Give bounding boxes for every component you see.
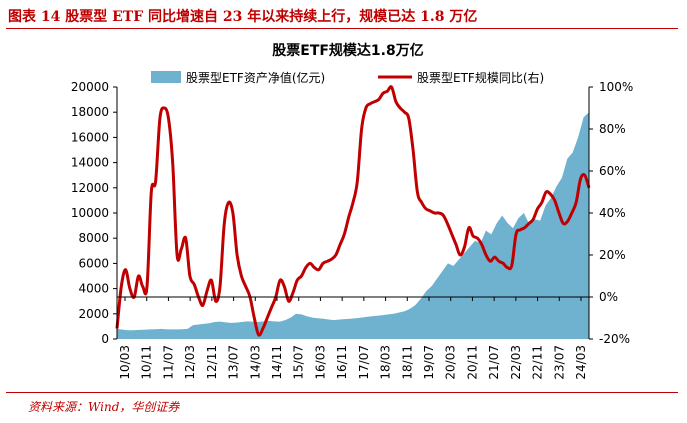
title-divider <box>6 28 678 29</box>
x-tick-label: 20/03 <box>444 345 458 380</box>
y-tick-label: 18000 <box>71 105 109 119</box>
chart-title: 股票ETF规模达1.8万亿 <box>272 42 423 59</box>
y-tick-label: 20000 <box>71 80 109 94</box>
y-tick-label: 2000 <box>78 307 109 321</box>
y-tick-label: 10000 <box>71 206 109 220</box>
x-tick-label: 16/03 <box>313 345 327 380</box>
x-tick-label: 21/07 <box>487 345 501 380</box>
x-tick-label: 10/03 <box>118 345 132 380</box>
line-series-yoy <box>115 85 591 337</box>
x-tick-label: 14/03 <box>248 345 262 380</box>
y2-tick-label: 20% <box>599 248 626 262</box>
legend: 股票型ETF资产净值(亿元) 股票型ETF规模同比(右) <box>151 70 544 85</box>
x-tick-label: 18/11 <box>400 345 414 380</box>
y-tick-label: 16000 <box>71 130 109 144</box>
area-series <box>117 112 589 339</box>
legend-swatch-area <box>151 71 181 83</box>
x-tick-label: 20/11 <box>465 345 479 380</box>
x-tick-label: 22/03 <box>509 345 523 380</box>
y2-tick-label: -20% <box>599 332 630 346</box>
y2-tick-label: 100% <box>599 80 633 94</box>
x-tick-label: 24/03 <box>574 345 588 380</box>
x-tick-label: 18/03 <box>379 345 393 380</box>
y2-tick-label: 40% <box>599 206 626 220</box>
x-tick-label: 10/11 <box>140 345 154 380</box>
y-tick-label: 8000 <box>78 231 109 245</box>
y-tick-label: 0 <box>101 332 109 346</box>
y-tick-label: 12000 <box>71 181 109 195</box>
x-tick-label: 13/07 <box>227 345 241 380</box>
x-tick-label: 17/07 <box>357 345 371 380</box>
legend-label-line: 股票型ETF规模同比(右) <box>417 70 544 85</box>
x-tick-label: 22/11 <box>531 345 545 380</box>
x-axis-ticks: 10/03 10/11 11/07 12/03 12/11 13/07 14/03 14/11… <box>118 297 588 380</box>
line-series <box>115 85 591 337</box>
y2-tick-label: 60% <box>599 164 626 178</box>
y-tick-label: 6000 <box>78 256 109 270</box>
figure-title: 图表 14 股票型 ETF 同比增速自 23 年以来持续上行，规模已达 1.8 … <box>8 9 478 25</box>
left-axis-ticks: 0 2000 4000 6000 8000 10000 12000 14000 16000 180… <box>71 80 117 346</box>
x-tick-label: 15/07 <box>292 345 306 380</box>
y-tick-label: 14000 <box>71 156 109 170</box>
x-tick-label: 19/07 <box>422 345 436 380</box>
x-tick-label: 11/07 <box>161 345 175 380</box>
y2-tick-label: 80% <box>599 122 626 136</box>
axes <box>116 87 590 339</box>
area-series-net-assets <box>117 112 589 339</box>
x-tick-label: 12/03 <box>183 345 197 380</box>
x-tick-label: 14/11 <box>270 345 284 380</box>
y2-tick-label: 0% <box>599 290 618 304</box>
source-note: 资料来源：Wind，华创证券 <box>28 400 180 414</box>
x-tick-label: 12/11 <box>205 345 219 380</box>
y-tick-label: 4000 <box>78 282 109 296</box>
x-tick-label: 23/07 <box>552 345 566 380</box>
legend-label-area: 股票型ETF资产净值(亿元) <box>186 70 325 85</box>
right-axis-ticks: -20% 0% 20% 40% 60% 80% 100% <box>589 80 633 346</box>
source-divider <box>6 392 678 393</box>
x-tick-label: 16/11 <box>335 345 349 380</box>
